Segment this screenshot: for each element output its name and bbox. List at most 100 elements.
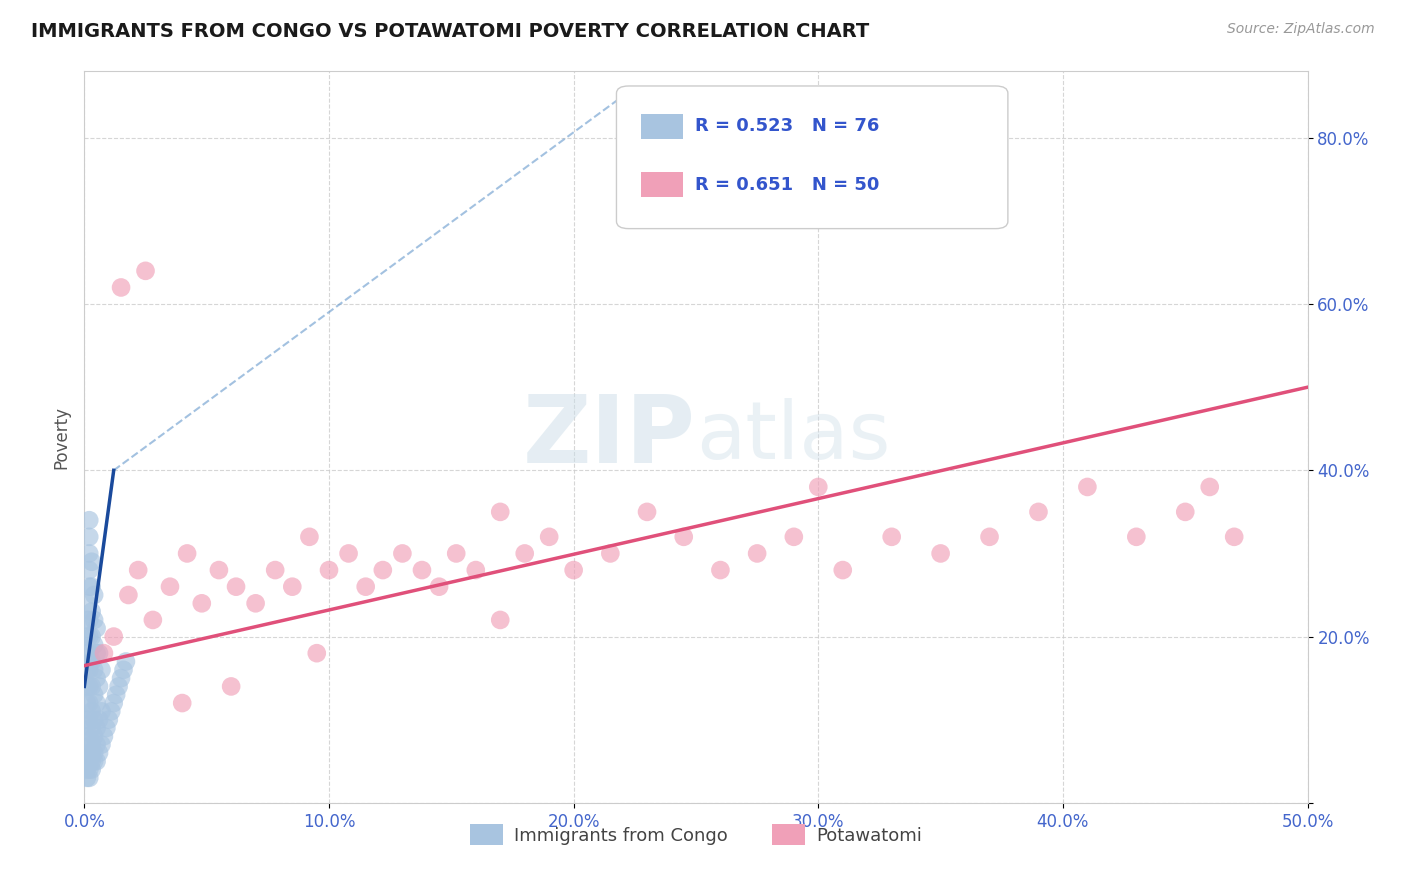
Point [77,680,100,694]
Text: Source: ZipAtlas.com: Source: ZipAtlas.com [1227,22,1375,37]
Point [77,546,100,560]
Point [83,638,105,652]
Point [489,505,512,519]
Text: IMMIGRANTS FROM CONGO VS POTAWATOMI POVERTY CORRELATION CHART: IMMIGRANTS FROM CONGO VS POTAWATOMI POVE… [31,22,869,41]
Point [87,680,110,694]
Point [747,546,769,560]
Point [86,671,108,685]
Point [281,580,304,594]
Point [87,746,110,760]
Point [80,746,103,760]
Point [83,713,105,727]
Point [76,680,98,694]
Point [77,513,100,527]
Point [80,738,103,752]
Point [77,613,100,627]
Point [105,688,128,702]
Point [80,605,103,619]
Point [264,563,287,577]
Point [135,264,157,278]
Point [1028,505,1050,519]
Point [411,563,433,577]
Point [86,646,108,660]
Point [76,646,98,660]
Point [76,771,98,785]
Point [83,663,105,677]
Point [427,580,450,594]
FancyBboxPatch shape [641,114,682,138]
Point [76,754,98,768]
Point [96,721,118,735]
Text: R = 0.523   N = 76: R = 0.523 N = 76 [695,117,879,136]
Point [77,696,100,710]
Point [127,563,149,577]
Point [83,688,105,702]
Point [80,555,103,569]
Point [191,596,214,610]
FancyBboxPatch shape [641,172,682,197]
Point [599,546,621,560]
Point [100,705,122,719]
Point [245,596,267,610]
Point [77,530,100,544]
Point [83,613,105,627]
Point [117,588,139,602]
Point [1174,505,1197,519]
FancyBboxPatch shape [616,86,1008,228]
Point [87,713,110,727]
Point [86,754,108,768]
Point [298,530,321,544]
Point [76,729,98,743]
Point [225,580,247,594]
Point [709,563,731,577]
Point [80,705,103,719]
Point [77,563,100,577]
Point [93,646,115,660]
Point [112,663,135,677]
Point [76,596,98,610]
Point [83,746,105,760]
Point [208,563,231,577]
Point [159,580,181,594]
Point [444,546,467,560]
Point [831,563,853,577]
Point [318,563,340,577]
Point [929,546,952,560]
Point [90,705,112,719]
Point [513,546,536,560]
Point [172,696,194,710]
Point [76,696,98,710]
Point [636,505,658,519]
Point [76,663,98,677]
Point [86,738,108,752]
Point [77,771,100,785]
Point [77,746,100,760]
Point [77,713,100,727]
Legend: Immigrants from Congo, Potawatomi: Immigrants from Congo, Potawatomi [463,817,929,852]
Point [489,613,512,627]
Point [115,655,138,669]
Point [103,696,125,710]
Point [77,746,100,760]
Point [80,754,103,768]
Point [1198,480,1220,494]
Point [1076,480,1098,494]
Point [354,580,377,594]
Point [86,621,108,635]
Point [90,663,112,677]
Point [76,613,98,627]
Point [97,713,120,727]
Point [80,630,103,644]
Point [76,713,98,727]
Point [83,588,105,602]
Point [176,546,198,560]
Point [87,646,110,660]
Point [83,729,105,743]
Point [80,680,103,694]
Point [371,563,394,577]
Point [93,729,115,743]
Point [103,630,125,644]
Point [391,546,413,560]
Point [783,530,806,544]
Point [77,763,100,777]
